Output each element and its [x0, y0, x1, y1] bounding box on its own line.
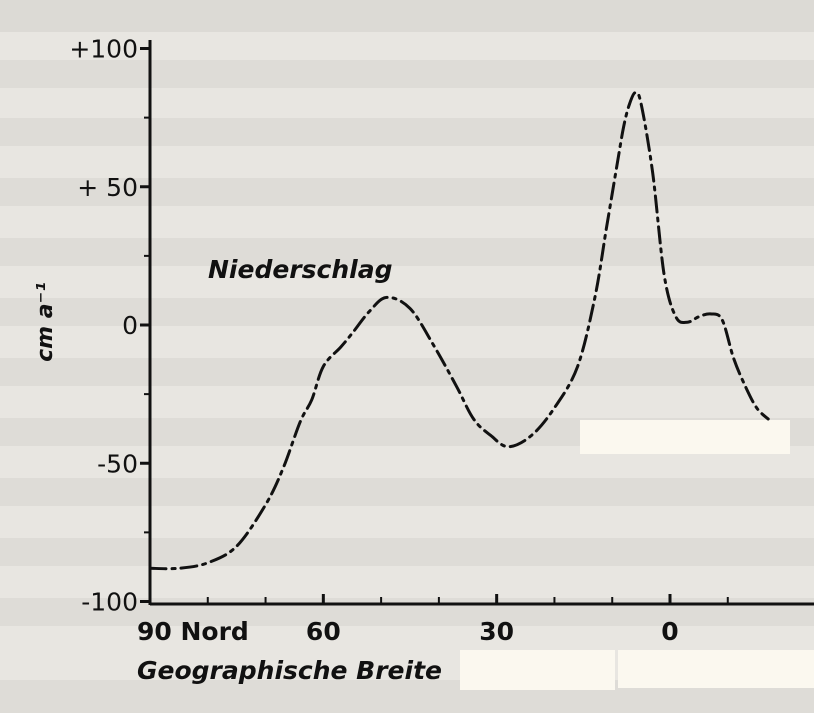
y-tick-label: -50 — [97, 449, 138, 478]
y-ticks: +100 + 50 0 -50 -100 — [69, 35, 150, 617]
x-tick-label: 90 Nord — [137, 617, 249, 646]
cover-patch — [460, 650, 615, 690]
axes — [148, 40, 814, 606]
x-tick-label: 60 — [306, 617, 341, 646]
series-line-niederschlag — [148, 91, 770, 571]
y-axis-label: cm a⁻¹ — [33, 282, 58, 362]
y-tick-label: 0 — [122, 311, 138, 340]
y-tick-label: + 50 — [77, 173, 138, 202]
x-ticks: 90 Nord 60 30 0 — [137, 594, 729, 646]
x-tick-label: 30 — [479, 617, 514, 646]
y-tick-label: +100 — [69, 35, 138, 64]
series-group — [148, 91, 770, 571]
x-axis-label: Geographische Breite — [137, 656, 442, 685]
cover-patch — [580, 420, 790, 454]
y-tick-label: -100 — [81, 588, 138, 617]
x-tick-label: 0 — [661, 617, 678, 646]
cover-patch — [618, 650, 814, 688]
series-label: Niederschlag — [208, 255, 393, 284]
